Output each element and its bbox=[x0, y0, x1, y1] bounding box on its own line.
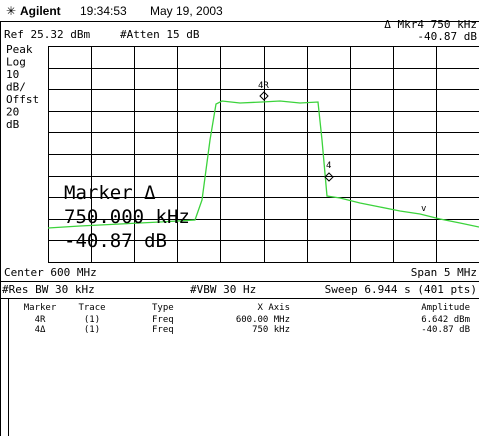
table-cell: 600.00 MHz bbox=[236, 315, 290, 325]
table-header: Marker bbox=[24, 303, 57, 313]
scale-label: 20 bbox=[6, 106, 19, 119]
peak-indicator: v bbox=[421, 204, 426, 214]
trace bbox=[47, 100, 479, 229]
graticule bbox=[48, 46, 479, 263]
table-cell: 750 kHz bbox=[252, 325, 290, 335]
table-header: Amplitude bbox=[421, 303, 470, 313]
table-cell: Freq bbox=[152, 325, 174, 335]
vbw: #VBW 30 Hz bbox=[190, 283, 256, 296]
date: May 19, 2003 bbox=[150, 4, 223, 18]
res-bw: #Res BW 30 kHz bbox=[2, 283, 95, 296]
scale-label: Peak bbox=[6, 43, 33, 56]
marker-diamond bbox=[259, 91, 269, 101]
time: 19:34:53 bbox=[80, 4, 127, 18]
marker-box-line: -40.87 dB bbox=[64, 230, 167, 252]
marker-box-line: 750.000 kHz bbox=[64, 206, 190, 228]
scale-label: dB/ bbox=[6, 81, 26, 94]
scale-label: Offst bbox=[6, 93, 39, 106]
table-header: X Axis bbox=[257, 303, 290, 313]
scale-label: dB bbox=[6, 118, 20, 131]
table-header: Type bbox=[152, 303, 174, 313]
marker-readout: Δ Mkr4 750 kHz bbox=[384, 18, 477, 31]
table-cell: (1) bbox=[84, 315, 100, 325]
marker-diamond bbox=[324, 172, 334, 182]
marker-value: -40.87 dB bbox=[417, 30, 477, 43]
brand: Agilent bbox=[20, 4, 61, 18]
table-cell: -40.87 dB bbox=[421, 325, 470, 335]
span: Span 5 MHz bbox=[411, 266, 477, 279]
table-header: Trace bbox=[78, 303, 105, 313]
table-cell: Freq bbox=[152, 315, 174, 325]
table-cell: 4R bbox=[35, 315, 46, 325]
table-cell: 4Δ bbox=[35, 325, 46, 335]
table-cell: (1) bbox=[84, 325, 100, 335]
scale-label: Log bbox=[6, 56, 26, 69]
marker-label: 4R bbox=[258, 81, 269, 91]
marker-box-line: Marker Δ bbox=[64, 182, 156, 204]
center-freq: Center 600 MHz bbox=[4, 266, 97, 279]
table-cell: 6.642 dBm bbox=[421, 315, 470, 325]
ref-level: Ref 25.32 dBm bbox=[4, 28, 90, 41]
sweep: Sweep 6.944 s (401 pts) bbox=[325, 283, 477, 296]
atten: #Atten 15 dB bbox=[120, 28, 200, 41]
scale-label: 10 bbox=[6, 68, 19, 81]
logo-star: ✳ bbox=[6, 4, 16, 18]
marker-label: 4 bbox=[326, 161, 331, 171]
header: ✳ Agilent 19:34:53 May 19, 2003 bbox=[6, 4, 223, 18]
marker-table: Marker Trace Type X Axis Amplitude 4R (1) Freq 6… bbox=[24, 303, 470, 335]
screen-frame bbox=[0, 21, 479, 436]
